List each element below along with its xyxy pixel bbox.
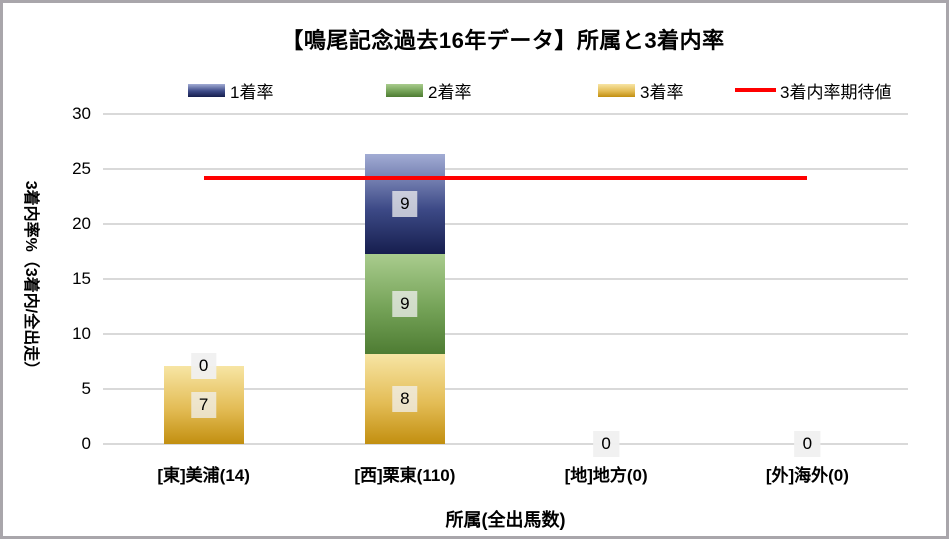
category-label: [東]美浦(14)	[157, 466, 250, 485]
x-axis-title: 所属(全出馬数)	[445, 510, 566, 530]
category-label: [西]栗東(110)	[354, 466, 456, 485]
data-label: 0	[190, 352, 217, 379]
data-label: 9	[392, 190, 418, 217]
y-tick-label: 20	[72, 214, 91, 233]
y-tick-label: 30	[72, 104, 91, 123]
gridline	[103, 223, 908, 225]
data-label: 7	[190, 391, 217, 418]
data-label: 9	[392, 290, 418, 317]
chart-title: 【鳴尾記念過去16年データ】所属と3着内率	[281, 28, 725, 53]
legend-line-swatch	[735, 88, 776, 92]
legend-swatch-3	[598, 83, 635, 97]
legend: 1着率 2着率 3着率 3着内率期待値	[3, 77, 946, 103]
data-label: 8	[392, 385, 418, 412]
y-tick-label: 10	[72, 324, 91, 343]
gridline	[103, 443, 908, 445]
gridline	[103, 333, 908, 335]
legend-item: 2着率	[386, 77, 471, 103]
gridline	[103, 168, 908, 170]
y-tick-label: 25	[72, 159, 91, 178]
data-label: 0	[794, 431, 821, 457]
legend-swatch-2	[386, 83, 423, 97]
category-label: [外]海外(0)	[765, 466, 849, 485]
legend-label: 2着率	[428, 82, 472, 102]
y-tick-label: 0	[81, 434, 91, 453]
category-label: [地]地方(0)	[564, 466, 648, 485]
legend-label: 3着率	[640, 82, 684, 102]
legend-item: 1着率	[188, 77, 273, 103]
legend-swatch-1	[188, 83, 225, 97]
expected-value-line	[203, 175, 808, 180]
gridline	[103, 113, 908, 115]
legend-item: 3着率	[598, 77, 683, 103]
gridline	[103, 388, 908, 390]
legend-item: 3着内率期待値	[735, 77, 891, 103]
data-label: 0	[593, 431, 619, 457]
legend-label: 3着内率期待値	[780, 82, 892, 102]
legend-label: 1着率	[230, 82, 274, 102]
y-tick-label: 5	[81, 379, 91, 398]
y-tick-label: 15	[72, 269, 91, 288]
gridline	[103, 278, 908, 280]
